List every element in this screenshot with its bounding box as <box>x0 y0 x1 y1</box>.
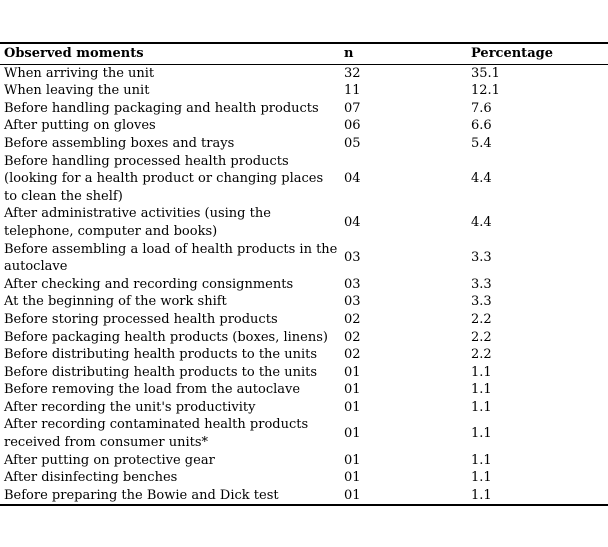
percentage-cell: 4.4 <box>471 171 492 187</box>
table-header: Observed moments n Percentage <box>0 43 608 65</box>
table-row: After administrative activities (using t… <box>0 205 608 240</box>
n-cell: 04 <box>344 215 361 231</box>
percentage-cell: 2.2 <box>471 311 492 327</box>
table-row: After putting on gloves 06 6.6 <box>0 117 608 135</box>
percentage-cell: 1.1 <box>471 487 492 503</box>
moment-cell: Before packaging health products (boxes,… <box>4 329 328 345</box>
moment-cell: Before assembling boxes and trays <box>4 135 235 151</box>
n-cell: 01 <box>344 470 361 486</box>
percentage-cell: 1.1 <box>471 399 492 415</box>
table-row: After putting on protective gear 01 1.1 <box>0 452 608 470</box>
n-cell: 03 <box>344 250 361 266</box>
n-cell: 01 <box>344 487 361 503</box>
n-cell: 06 <box>344 118 361 134</box>
table-row: Before storing processed health products… <box>0 311 608 329</box>
n-cell: 01 <box>344 426 361 442</box>
table-row: After disinfecting benches 01 1.1 <box>0 469 608 487</box>
moment-cell: Before distributing health products to t… <box>4 347 318 363</box>
n-cell: 03 <box>344 294 361 310</box>
moment-cell: Before assembling a load of health produ… <box>4 241 338 275</box>
n-cell: 11 <box>344 83 361 99</box>
table-row: Before distributing health products to t… <box>0 364 608 382</box>
table-row: Before packaging health products (boxes,… <box>0 329 608 347</box>
n-cell: 01 <box>344 452 361 468</box>
header-n: n <box>344 46 354 61</box>
table-row: At the beginning of the work shift 03 3.… <box>0 293 608 311</box>
header-percentage: Percentage <box>471 46 553 61</box>
percentage-cell: 6.6 <box>471 118 492 134</box>
percentage-cell: 12.1 <box>471 83 500 99</box>
moment-cell: After disinfecting benches <box>4 470 178 486</box>
percentage-cell: 2.2 <box>471 329 492 345</box>
n-cell: 01 <box>344 399 361 415</box>
table-row: After recording the unit's productivity … <box>0 399 608 417</box>
table-row: Before preparing the Bowie and Dick test… <box>0 487 608 506</box>
moment-cell: Before preparing the Bowie and Dick test <box>4 487 279 503</box>
table-row: After recording contaminated health prod… <box>0 416 608 451</box>
percentage-cell: 4.4 <box>471 215 492 231</box>
observed-moments-table: Observed moments n Percentage When arriv… <box>0 42 608 506</box>
percentage-cell: 5.4 <box>471 135 492 151</box>
percentage-cell: 1.1 <box>471 382 492 398</box>
table-row: Before removing the load from the autocl… <box>0 381 608 399</box>
moment-cell: After recording contaminated health prod… <box>4 417 309 451</box>
moment-cell: After checking and recording consignment… <box>4 276 294 292</box>
n-cell: 03 <box>344 276 361 292</box>
observed-moments-table-container: Observed moments n Percentage When arriv… <box>0 42 608 506</box>
n-cell: 05 <box>344 135 361 151</box>
moment-cell: Before removing the load from the autocl… <box>4 382 301 398</box>
moment-cell: At the beginning of the work shift <box>4 294 227 310</box>
percentage-cell: 1.1 <box>471 364 492 380</box>
table-row: When arriving the unit 32 35.1 <box>0 64 608 82</box>
moment-cell: After putting on protective gear <box>4 452 215 468</box>
moment-cell: When leaving the unit <box>4 83 150 99</box>
table-row: Before distributing health products to t… <box>0 346 608 364</box>
percentage-cell: 1.1 <box>471 426 492 442</box>
moment-cell: Before storing processed health products <box>4 311 278 327</box>
n-cell: 01 <box>344 382 361 398</box>
table-body: When arriving the unit 32 35.1 When leav… <box>0 64 608 506</box>
table-row: After checking and recording consignment… <box>0 276 608 294</box>
moment-cell: After administrative activities (using t… <box>4 206 271 239</box>
n-cell: 02 <box>344 347 361 363</box>
moment-cell: When arriving the unit <box>4 65 155 81</box>
moment-cell: After recording the unit's productivity <box>4 399 256 415</box>
percentage-cell: 3.3 <box>471 294 492 310</box>
table-row: Before assembling boxes and trays 05 5.4 <box>0 135 608 153</box>
moment-cell: Before handling processed health product… <box>4 153 324 204</box>
percentage-cell: 2.2 <box>471 347 492 363</box>
table-row: Before assembling a load of health produ… <box>0 241 608 276</box>
header-observed-moments: Observed moments <box>4 46 144 61</box>
percentage-cell: 7.6 <box>471 100 492 116</box>
table-row: Before handling packaging and health pro… <box>0 100 608 118</box>
n-cell: 04 <box>344 171 361 187</box>
percentage-cell: 3.3 <box>471 250 492 266</box>
percentage-cell: 1.1 <box>471 470 492 486</box>
n-cell: 02 <box>344 329 361 345</box>
moment-cell: After putting on gloves <box>4 118 156 134</box>
percentage-cell: 35.1 <box>471 65 500 81</box>
moment-cell: Before distributing health products to t… <box>4 364 318 380</box>
n-cell: 01 <box>344 364 361 380</box>
table-row: When leaving the unit 11 12.1 <box>0 82 608 100</box>
table-row: Before handling processed health product… <box>0 153 608 206</box>
moment-cell: Before handling packaging and health pro… <box>4 100 319 116</box>
percentage-cell: 3.3 <box>471 276 492 292</box>
n-cell: 32 <box>344 65 361 81</box>
table-header-row: Observed moments n Percentage <box>0 43 608 65</box>
percentage-cell: 1.1 <box>471 452 492 468</box>
n-cell: 07 <box>344 100 361 116</box>
n-cell: 02 <box>344 311 361 327</box>
